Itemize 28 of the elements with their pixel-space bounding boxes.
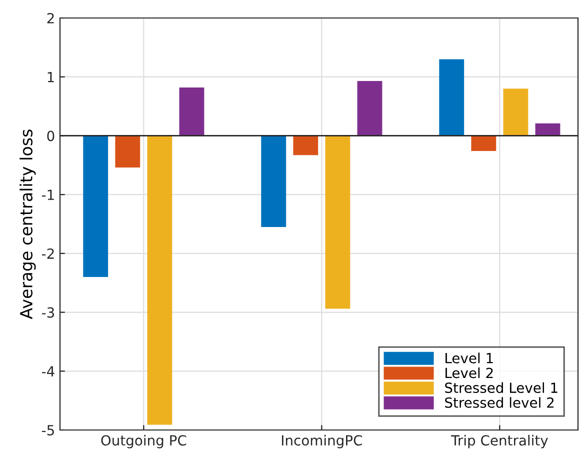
y-tick-label: -2 — [42, 248, 54, 259]
bar — [439, 59, 464, 136]
x-tick-label: Trip Centrality — [450, 434, 548, 448]
y-tick-label: -4 — [42, 366, 54, 376]
bar — [471, 136, 496, 152]
legend-label: Level 2 — [446, 367, 493, 378]
bar — [261, 136, 286, 227]
bar — [147, 136, 172, 425]
x-tick-label: IncomingPC — [282, 434, 362, 448]
y-tick-label: -1 — [42, 190, 54, 200]
y-tick-label: 1 — [48, 72, 54, 82]
y-tick-label: 0 — [47, 130, 54, 142]
y-tick-label: -5 — [42, 425, 54, 436]
y-tick-label: 2 — [47, 12, 54, 24]
bar — [503, 88, 528, 136]
bar — [83, 136, 108, 277]
bar — [115, 136, 140, 168]
bar — [325, 136, 350, 309]
x-tick-label: Outgoing PC — [101, 434, 186, 448]
legend-label: Level 1 — [446, 352, 493, 364]
legend-label: Stressed Level 1 — [445, 382, 558, 394]
legend-label: Stressed level 2 — [445, 397, 554, 408]
bar — [179, 87, 204, 136]
bar — [293, 136, 318, 156]
bar — [535, 123, 560, 136]
y-tick-label: -3 — [42, 307, 54, 318]
bar — [357, 80, 382, 136]
y-axis-title: Average centrality loss — [20, 130, 36, 320]
